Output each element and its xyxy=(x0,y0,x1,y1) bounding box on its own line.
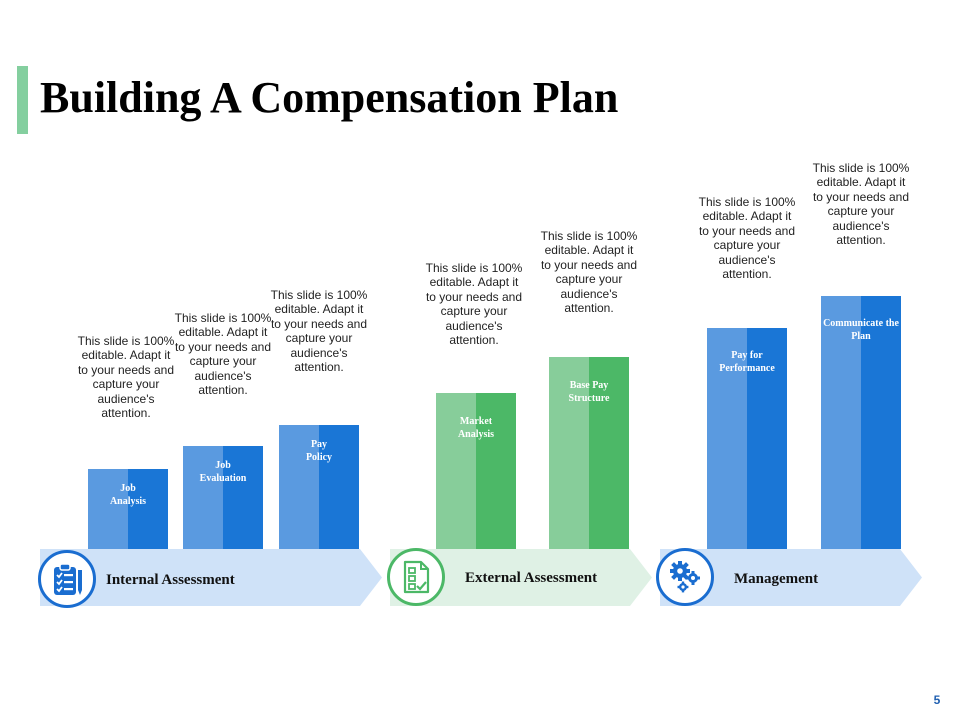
bar-label: Pay Policy xyxy=(305,439,333,463)
caption-communicate-the-plan: This slide is 100% editable. Adapt it to… xyxy=(812,161,910,248)
icon-circle-internal xyxy=(38,550,96,608)
band-label-management: Management xyxy=(734,571,819,587)
bar-communicate-the-plan: Communicate the Plan xyxy=(821,296,901,549)
band-label-internal-assessment: Internal Assessment xyxy=(106,572,235,588)
bar-label: Base Pay Structure xyxy=(568,380,610,404)
band-management xyxy=(660,549,922,606)
band-label-external-assessment: External Assessment xyxy=(465,570,598,586)
band-external-assessment xyxy=(390,549,652,606)
gears-icon xyxy=(670,561,700,593)
caption-base-pay-structure: This slide is 100% editable. Adapt it to… xyxy=(540,229,638,316)
bar-job-evaluation: Job Evaluation xyxy=(183,446,263,549)
caption-job-analysis: This slide is 100% editable. Adapt it to… xyxy=(77,334,175,421)
band-internal-assessment-shape xyxy=(40,549,382,606)
bar-label: Job Evaluation xyxy=(199,460,247,484)
bar-label: Pay for Performance xyxy=(719,350,775,374)
document-checklist-icon xyxy=(403,560,430,594)
band-management-shape xyxy=(660,549,922,606)
bar-base-pay-structure: Base Pay Structure xyxy=(549,357,629,549)
caption-market-analysis: This slide is 100% editable. Adapt it to… xyxy=(425,261,523,348)
page-number: 5 xyxy=(933,693,941,707)
caption-pay-for-performance: This slide is 100% editable. Adapt it to… xyxy=(698,195,796,282)
bar-pay-for-performance: Pay for Performance xyxy=(707,328,787,549)
bar-market-analysis: Market Analysis xyxy=(436,393,516,549)
icon-circle-management xyxy=(656,548,714,606)
bar-pay-policy: Pay Policy xyxy=(279,425,359,549)
bar-label: Communicate the Plan xyxy=(823,318,899,342)
clipboard-checklist-icon xyxy=(54,563,82,595)
band-external-assessment-shape xyxy=(390,549,652,606)
bar-label: Market Analysis xyxy=(457,416,495,440)
band-internal-assessment xyxy=(40,549,382,606)
icon-circle-external xyxy=(387,548,445,606)
bar-label: Job Analysis xyxy=(109,483,147,507)
title-accent-bar xyxy=(17,66,28,134)
caption-job-evaluation: This slide is 100% editable. Adapt it to… xyxy=(174,311,272,398)
caption-pay-policy: This slide is 100% editable. Adapt it to… xyxy=(270,288,368,375)
bar-job-analysis: Job Analysis xyxy=(88,469,168,549)
page-title: Building A Compensation Plan xyxy=(40,73,619,122)
